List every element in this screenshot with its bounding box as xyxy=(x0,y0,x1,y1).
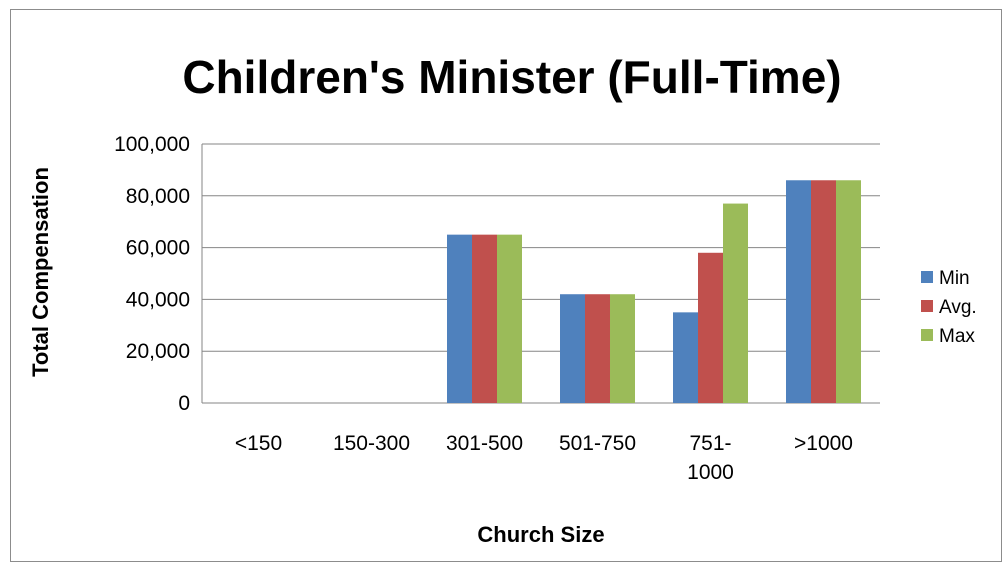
x-tick-label: 150-300 xyxy=(333,432,410,455)
x-tick-label: 301-500 xyxy=(446,432,523,455)
legend-label: Min xyxy=(939,268,970,289)
legend-swatch xyxy=(921,300,933,312)
x-tick-label-line: 1000 xyxy=(687,461,734,484)
x-tick-label-line: 751- xyxy=(689,432,731,455)
legend-swatch xyxy=(921,271,933,283)
bar xyxy=(811,180,836,403)
x-tick-label: <150 xyxy=(235,432,282,455)
y-tick-label: 20,000 xyxy=(126,340,190,363)
y-tick-label: 0 xyxy=(178,392,190,415)
legend-label: Max xyxy=(939,326,975,347)
bar xyxy=(723,203,748,403)
y-tick-label: 100,000 xyxy=(114,133,190,156)
y-tick-label: 60,000 xyxy=(126,237,190,260)
y-tick-label: 80,000 xyxy=(126,185,190,208)
bar xyxy=(786,180,811,403)
x-tick-label-line: 501-750 xyxy=(559,432,636,455)
x-tick-label: >1000 xyxy=(794,432,853,455)
bar xyxy=(497,234,522,403)
bar xyxy=(610,294,635,403)
x-tick-label: 501-750 xyxy=(559,432,636,455)
legend: Min Avg. Max xyxy=(921,268,977,347)
legend-swatch xyxy=(921,329,933,341)
bars xyxy=(447,180,861,403)
x-tick-label-line: >1000 xyxy=(794,432,853,455)
bar xyxy=(560,294,585,403)
bar xyxy=(585,294,610,403)
x-tick-label-line: 150-300 xyxy=(333,432,410,455)
x-tick-labels: <150 150-300 301-500 501-750 751- 1000 >1000 xyxy=(235,432,853,484)
x-tick-label-line: 301-500 xyxy=(446,432,523,455)
bar xyxy=(836,180,861,403)
bar xyxy=(698,252,723,403)
x-axis-title: Church Size xyxy=(477,522,604,547)
y-tick-label: 40,000 xyxy=(126,288,190,311)
bar xyxy=(472,234,497,403)
gridlines xyxy=(201,143,880,404)
y-axis-title: Total Compensation xyxy=(28,167,53,377)
bar xyxy=(673,312,698,403)
x-tick-label: 751- 1000 xyxy=(687,432,734,484)
y-tick-labels: 0 20,000 40,000 60,000 80,000 100,000 xyxy=(114,133,190,415)
bar xyxy=(447,234,472,403)
x-tick-label-line: <150 xyxy=(235,432,282,455)
chart-title: Children's Minister (Full-Time) xyxy=(182,51,841,103)
legend-label: Avg. xyxy=(939,297,977,318)
